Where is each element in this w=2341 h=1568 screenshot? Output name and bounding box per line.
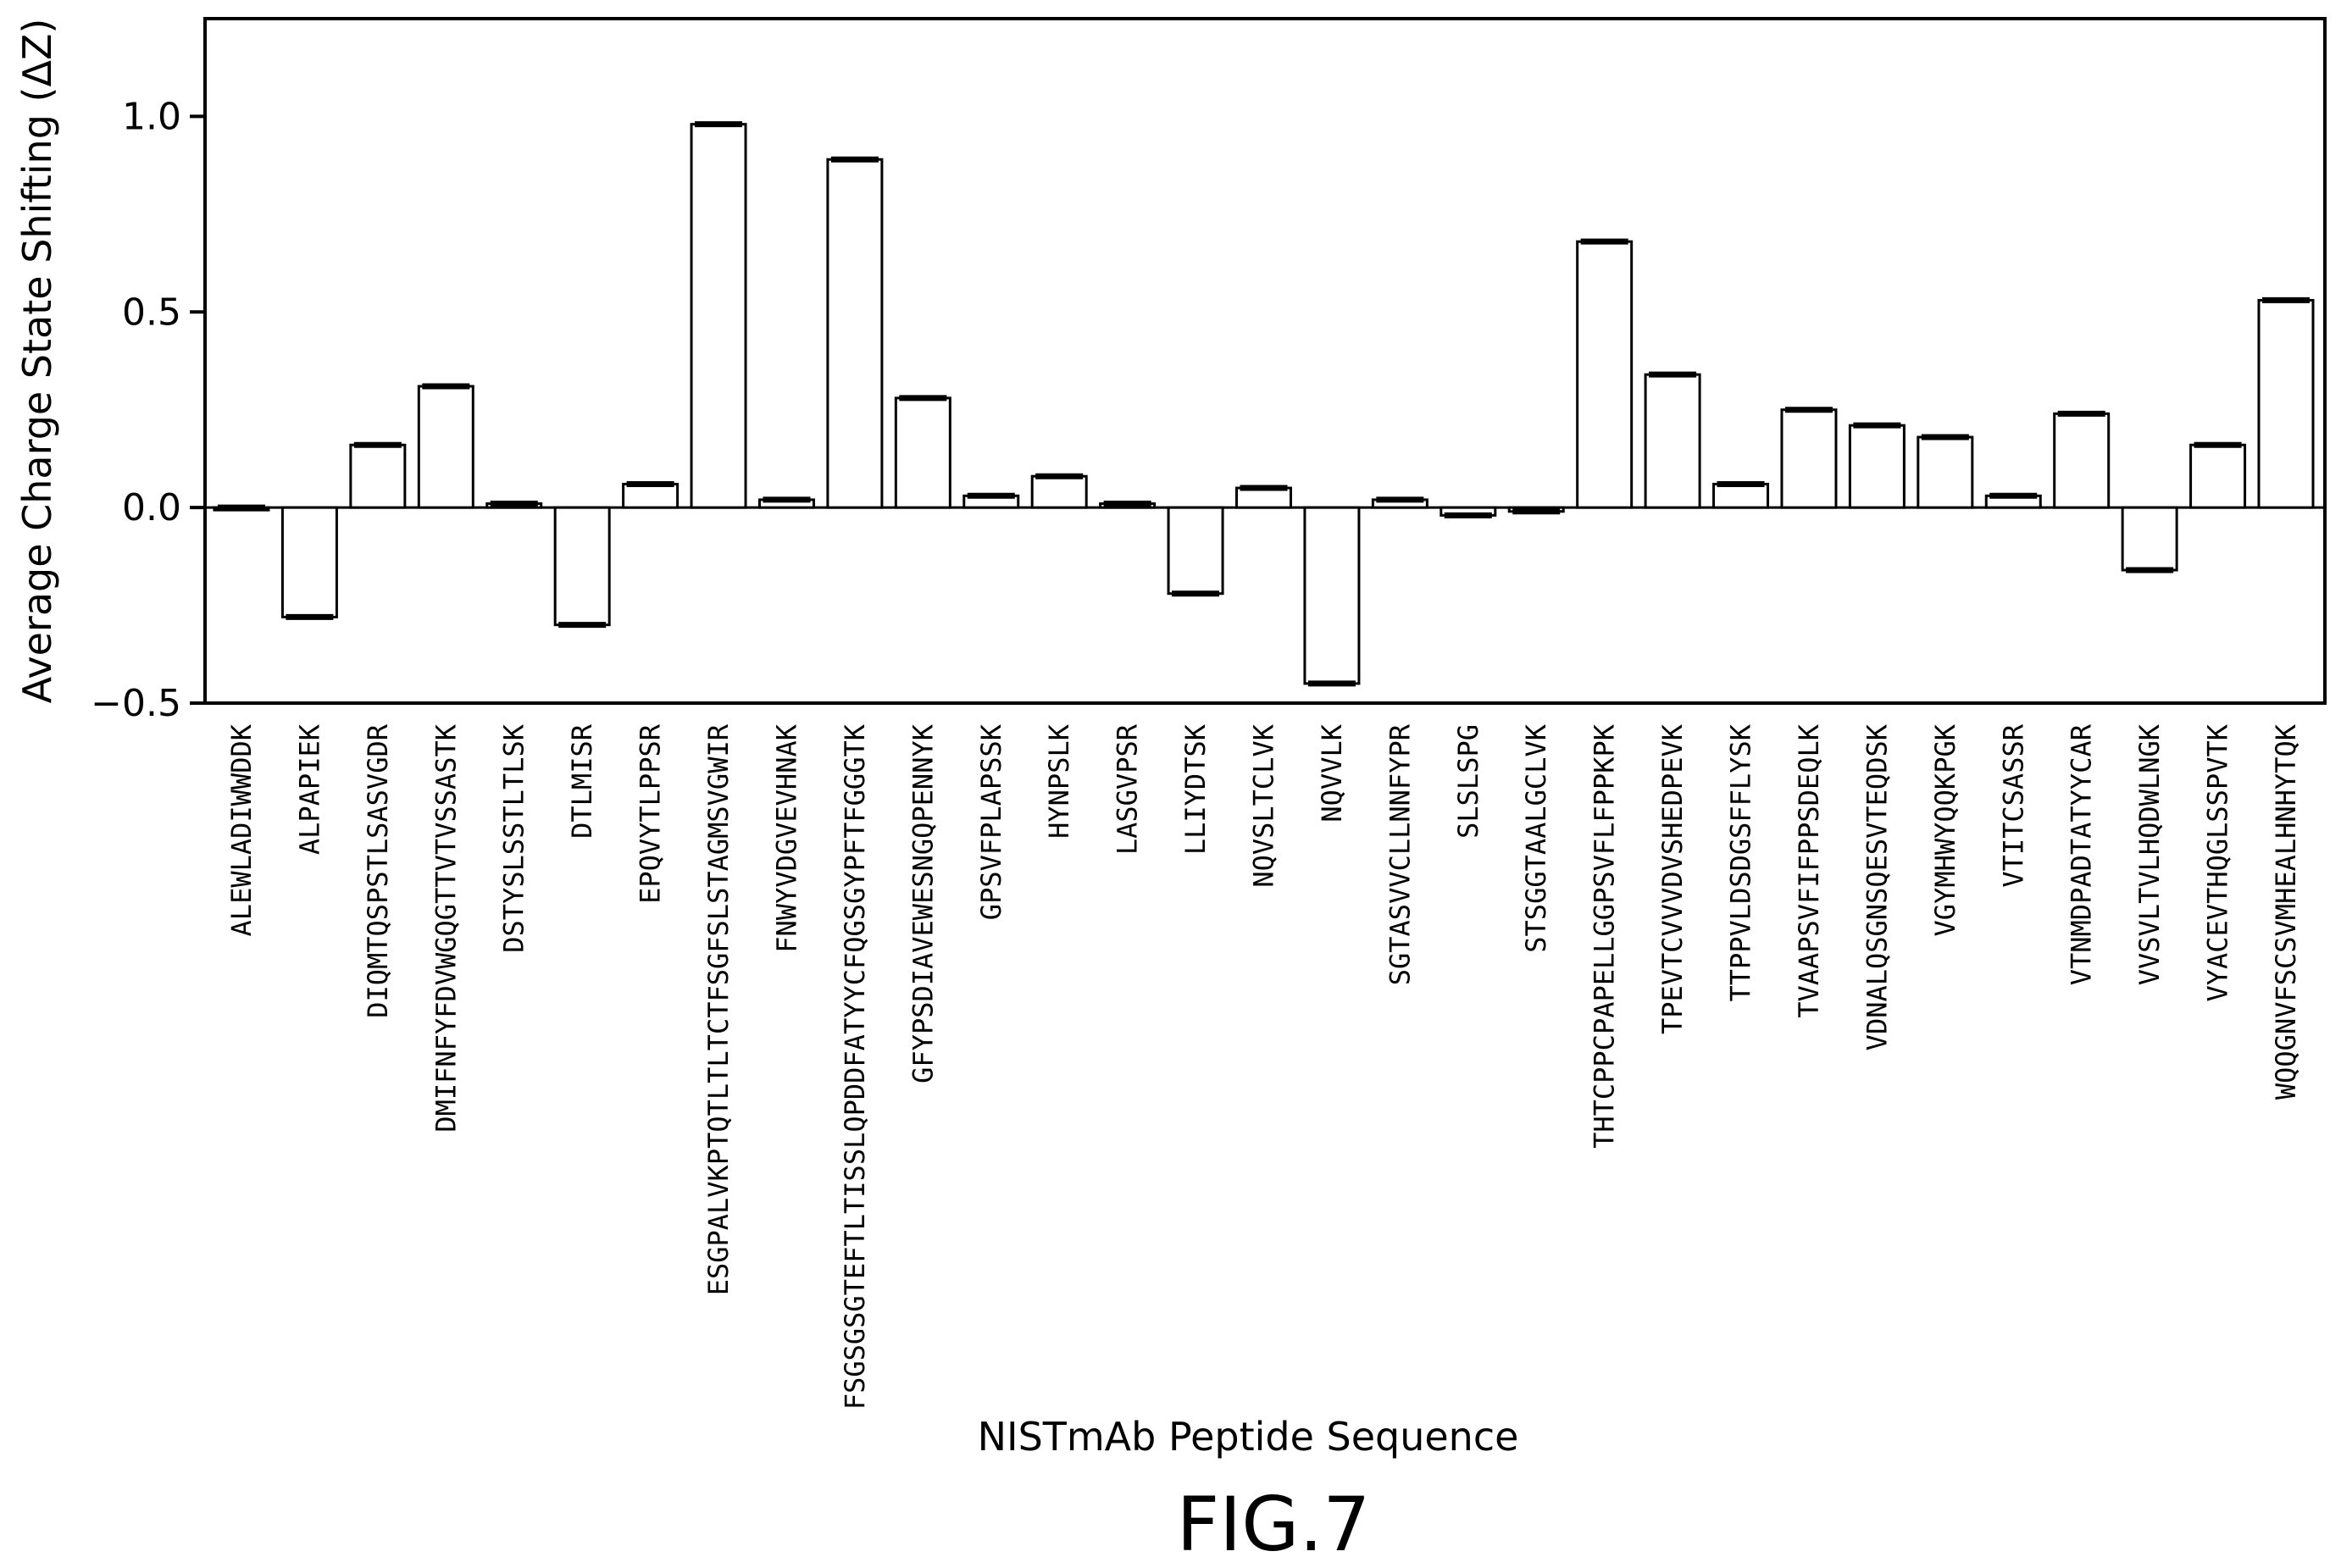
x-tick-label: TPEVTCVVVDVSHEDPEVK	[1656, 723, 1689, 1034]
x-tick-label: LLIYDTSK	[1179, 723, 1212, 855]
bar	[1644, 373, 1701, 509]
bar	[417, 385, 474, 509]
bar	[1576, 240, 1634, 509]
bar	[2121, 506, 2178, 572]
x-tick-label: LASGVPSR	[1112, 723, 1144, 855]
x-tick-label: STSGGTAALGCLVK	[1520, 723, 1552, 952]
x-tick-label: VYACEVTHQGLSSPVTK	[2202, 723, 2234, 1001]
x-tick-label: ALEWLADIWWDDK	[225, 723, 258, 936]
bar	[1371, 498, 1428, 509]
bar	[2257, 298, 2315, 509]
bar	[1235, 486, 1292, 509]
x-tick-label: VTITCSASSR	[1997, 723, 2029, 887]
bar	[280, 506, 338, 618]
x-tick-label: VGYMHWYQQKPGK	[1929, 723, 1961, 936]
bar	[553, 506, 611, 627]
bar	[826, 158, 884, 509]
bar	[1167, 506, 1224, 596]
y-tick-label: −0.5	[91, 682, 181, 725]
x-tick-label: WQQGNVFSCSVMHEALHNHYTQK	[2270, 723, 2302, 1100]
y-tick-label: 0.0	[122, 486, 181, 529]
x-tick-label: DMIFNFYFDVWGQGTTVTVSSASTK	[430, 723, 462, 1132]
y-axis-title: Average Charge State Shifting (ΔZ)	[14, 19, 60, 704]
x-tick-label: VDNALQSGNSQESVTEQDSK	[1861, 723, 1893, 1050]
bar	[2189, 443, 2247, 509]
y-tick-label: 1.0	[122, 95, 181, 138]
x-axis-title: NISTmAb Peptide Sequence	[978, 1414, 1519, 1460]
bar	[690, 123, 747, 509]
plot-frame	[203, 17, 2327, 705]
bar	[894, 396, 951, 509]
bar	[1917, 435, 1974, 509]
bar	[1848, 424, 1906, 509]
bar-series	[213, 121, 2315, 687]
x-tick-label: NQVVLK	[1316, 723, 1348, 822]
figure-caption: FIG.7	[1177, 1481, 1371, 1568]
x-tick-label: SLSLSPG	[1452, 724, 1484, 839]
bar	[1712, 482, 1770, 509]
x-tick-label: NQVSLTCLVK	[1248, 723, 1280, 887]
x-tick-label: VTNMDPADTATYYCAR	[2066, 723, 2098, 985]
bar	[1030, 474, 1088, 509]
x-tick-label: EPQVYTLPPSR	[635, 723, 667, 904]
y-axis: −0.5 0.0 0.5 1.0	[91, 95, 205, 725]
x-tick-label: TTPPVLDSDGSFFLYSK	[1725, 723, 1757, 1001]
x-tick-label: ALPAPIEK	[293, 723, 325, 855]
x-axis-tick-labels: ALEWLADIWWDDK ALPAPIEK DIQMTQSPSTLSASVGDR D…	[225, 723, 2302, 1410]
x-tick-label: DSTYSLSSTLTLSK	[498, 723, 530, 952]
bar	[349, 443, 407, 509]
x-tick-label: VVSVLTVLHQDWLNGK	[2133, 723, 2166, 985]
x-tick-label: TVAAPSVFIFPPSDEQLK	[1793, 723, 1825, 1018]
y-tick-label: 0.5	[122, 291, 181, 334]
bar	[2053, 412, 2111, 509]
bar	[1303, 506, 1361, 685]
x-tick-label: THTCPPCPAPELLGGPSVFLFPPKPK	[1589, 723, 1621, 1149]
x-tick-label: HYNPSLK	[1043, 723, 1075, 839]
x-tick-label: ESGPALVKPTQTLTLTCTFSGFSLSTAGMSVGWIR	[702, 723, 735, 1295]
bar	[757, 498, 815, 509]
bar	[1780, 408, 1838, 509]
x-tick-label: SGTASVVCLLNNFYPR	[1384, 723, 1416, 985]
x-tick-label: DIQMTQSPSTLSASVGDR	[362, 723, 394, 1018]
x-tick-label: GPSVFPLAPSSK	[975, 723, 1007, 920]
x-tick-label: GFYPSDIAVEWESNGQPENNYK	[907, 723, 939, 1083]
bar	[622, 482, 680, 509]
x-tick-label: FSGSGSGTEFTLTISSLQPDDFATYYCFQGSGYPFTFGGG…	[839, 723, 871, 1410]
x-tick-label: FNWYVDGVEVHNAK	[770, 723, 802, 952]
bar	[1440, 506, 1497, 517]
x-tick-label: DTLMISR	[566, 723, 598, 839]
